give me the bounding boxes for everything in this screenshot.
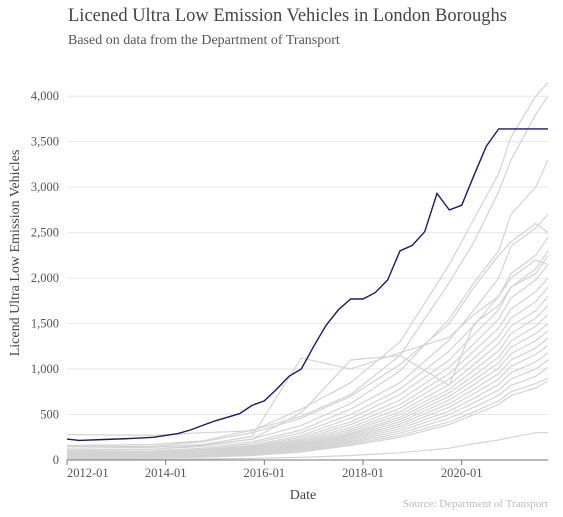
x-tick-label: 2016-01	[243, 466, 285, 480]
background-series-line-21	[66, 259, 549, 449]
chart-subtitle: Based on data from the Department of Tra…	[68, 33, 340, 48]
y-tick-label: 3,500	[31, 135, 59, 149]
grid-lines	[67, 95, 548, 416]
y-axis-label: Licend Ultra Low Emission Vehicles	[8, 150, 23, 357]
x-tick-label: 2012-01	[67, 466, 109, 480]
background-series-line-20	[66, 380, 549, 459]
axes: 0 500 1,000 1,500 2,000 2,500 3,000 3,500 4,000 2…	[31, 89, 548, 480]
background-series-line-0	[66, 82, 549, 437]
y-tick-label: 2,500	[31, 226, 59, 240]
background-series-line-3	[66, 213, 549, 453]
y-tick-label: 4,000	[31, 89, 59, 103]
background-series-line-4	[66, 236, 549, 454]
background-series-line-23	[67, 222, 549, 447]
source-note: Source: Department of Transport	[402, 498, 548, 510]
x-axis-label: Date	[290, 488, 316, 503]
highlight-series-group	[66, 128, 548, 442]
background-series-line-7	[66, 277, 549, 456]
y-tick-label: 0	[53, 453, 59, 467]
chart-title: Licened Ultra Low Emission Vehicles in L…	[68, 6, 507, 26]
y-tick-label: 2,000	[31, 271, 59, 285]
background-series-line-6	[66, 264, 549, 455]
background-series-group	[66, 82, 549, 460]
background-series-line-22	[66, 255, 549, 451]
background-series-line-24	[67, 432, 548, 460]
y-tick-label: 1,500	[31, 317, 59, 331]
x-tick-label: 2020-01	[441, 466, 483, 480]
y-tick-label: 500	[40, 408, 59, 422]
y-tick-label: 1,000	[31, 362, 59, 376]
background-series-line-9	[66, 295, 549, 457]
x-tick-label: 2018-01	[342, 466, 384, 480]
background-series-line-12	[66, 323, 549, 457]
x-tick-label: 2014-01	[145, 466, 187, 480]
background-series-line-2	[66, 159, 549, 452]
highlight-series-line	[66, 128, 548, 442]
y-tick-label: 3,000	[31, 180, 59, 194]
